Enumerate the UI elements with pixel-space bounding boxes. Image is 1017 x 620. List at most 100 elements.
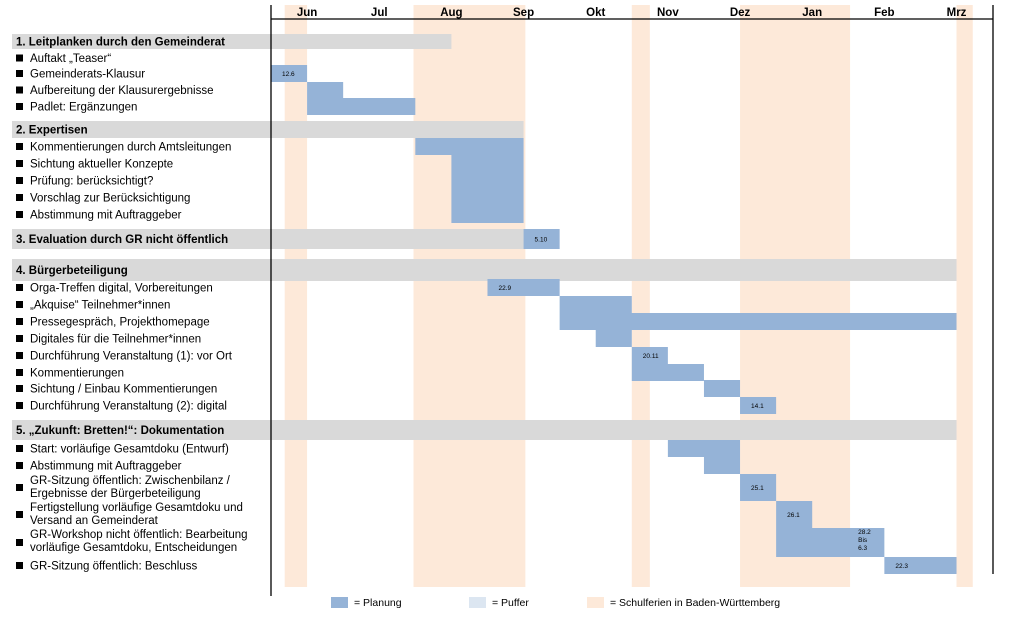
- planning-bar: [631, 347, 668, 364]
- bar-date-label: Bis: [858, 537, 868, 544]
- planning-bar: [776, 501, 813, 528]
- bullet-icon: [16, 177, 23, 184]
- task-label: Kommentierungen durch Amtsleitungen: [30, 142, 231, 154]
- planning-bar: [559, 296, 632, 313]
- bullet-icon: [16, 562, 23, 569]
- planning-bar: [703, 380, 741, 397]
- section-band: [12, 34, 452, 49]
- planning-bar: [451, 172, 524, 189]
- holiday-band: [956, 5, 973, 587]
- month-label: Feb: [874, 7, 894, 19]
- bullet-icon: [16, 318, 23, 325]
- task-label: Prüfung: berücksichtigt?: [30, 176, 153, 188]
- bar-date-label: 25.1: [751, 485, 764, 492]
- month-label: Aug: [440, 7, 462, 19]
- bullet-icon: [16, 301, 23, 308]
- bullet-icon: [16, 86, 23, 94]
- section-title: 5. „Zukunft: Bretten!“: Dokumentation: [16, 425, 224, 437]
- task-label: Pressegespräch, Projekthomepage: [30, 317, 210, 329]
- bullet-icon: [16, 160, 23, 167]
- month-label: Sep: [513, 7, 534, 19]
- planning-bar: [271, 65, 308, 82]
- bar-date-label: 20.11: [643, 353, 659, 360]
- bullet-icon: [16, 335, 23, 342]
- bullet-icon: [16, 511, 23, 518]
- section-title: 3. Evaluation durch GR nicht öffentlich: [16, 234, 228, 246]
- bullet-icon: [16, 103, 23, 110]
- planning-bar: [523, 229, 560, 249]
- month-label: Dez: [730, 7, 751, 19]
- section-title: 1. Leitplanken durch den Gemeinderat: [16, 37, 225, 49]
- planning-bar: [415, 138, 524, 155]
- planning-bar: [307, 82, 344, 98]
- legend-swatch: [469, 597, 486, 608]
- legend: = Planung = Puffer = Schulferien in Baden-…: [331, 597, 780, 609]
- legend-label: = Schulferien in Baden-Württemberg: [610, 597, 780, 609]
- task-label-line: Versand an Gemeinderat: [30, 515, 159, 527]
- month-label: Jan: [802, 7, 822, 19]
- task-label: Padlet: Ergänzungen: [30, 102, 137, 114]
- task-label-line: GR-Workshop nicht öffentlich: Bearbeitun…: [30, 529, 248, 541]
- month-label: Jun: [297, 7, 317, 19]
- task-label: Kommentierungen: [30, 368, 124, 380]
- section-band: [12, 259, 957, 281]
- task-label: Abstimmung mit Auftraggeber: [30, 210, 182, 222]
- legend-swatch: [587, 597, 604, 608]
- task-label: Digitales für die Teilnehmer*innen: [30, 334, 201, 346]
- bullet-icon: [16, 539, 23, 546]
- planning-bar: [595, 330, 632, 347]
- task-label: Durchführung Veranstaltung (2): digital: [30, 401, 227, 413]
- bullet-icon: [16, 284, 23, 291]
- month-label: Nov: [657, 7, 679, 19]
- bullet-icon: [16, 462, 23, 469]
- bullet-icon: [16, 70, 23, 77]
- task-label: Auftakt „Teaser“: [30, 53, 111, 65]
- planning-bar: [884, 557, 957, 574]
- bar-date-label: 6.3: [858, 545, 867, 552]
- bullet-icon: [16, 143, 23, 150]
- bullet-icon: [16, 385, 23, 392]
- row-labels: 1. Leitplanken durch den Gemeinderat Auft…: [16, 37, 248, 573]
- axes: [270, 5, 994, 596]
- bars: [271, 65, 957, 574]
- task-label: „Akquise“ Teilnehmer*innen: [30, 300, 170, 312]
- bullet-icon: [16, 54, 23, 62]
- holiday-band: [284, 5, 308, 587]
- task-label: Aufbereitung der Klausurergebnisse: [30, 85, 213, 97]
- task-label: Sichtung / Einbau Kommentierungen: [30, 384, 217, 396]
- bullet-icon: [16, 352, 23, 359]
- task-label: Sichtung aktueller Konzepte: [30, 159, 173, 171]
- bullet-icon: [16, 484, 23, 491]
- task-label: Gemeinderats-Klausur: [30, 69, 145, 81]
- month-label: Mrz: [947, 7, 967, 19]
- planning-bar: [559, 313, 957, 330]
- task-label: Start: vorläufige Gesamtdoku (Entwurf): [30, 444, 229, 456]
- planning-bar: [307, 98, 416, 115]
- task-label-line: Fertigstellung vorläufige Gesamtdoku und: [30, 502, 243, 514]
- bar-date-label: 5.10: [535, 237, 548, 244]
- task-label: Durchführung Veranstaltung (1): vor Ort: [30, 351, 233, 363]
- bar-date-label: 22.9: [498, 285, 511, 292]
- planning-bar: [451, 155, 524, 172]
- task-label-line: GR-Sitzung öffentlich: Zwischenbilanz /: [30, 475, 231, 487]
- holiday-band: [631, 5, 650, 587]
- planning-bar: [487, 279, 560, 296]
- bullet-icon: [16, 445, 23, 452]
- planning-bar: [631, 364, 704, 381]
- bar-date-label: 14.1: [751, 403, 764, 410]
- legend-swatch: [331, 597, 348, 608]
- legend-label: = Puffer: [492, 597, 529, 609]
- section-bands: [12, 34, 957, 440]
- planning-bar: [740, 397, 777, 414]
- section-band: [12, 121, 524, 138]
- bullet-icon: [16, 369, 23, 376]
- section-title: 2. Expertisen: [16, 125, 88, 137]
- planning-bar: [451, 206, 524, 223]
- bar-date-label: 22.3: [895, 563, 908, 570]
- legend-label: = Planung: [354, 597, 402, 609]
- planning-bar: [451, 189, 524, 206]
- planning-bar: [776, 528, 885, 557]
- task-label: Abstimmung mit Auftraggeber: [30, 461, 182, 473]
